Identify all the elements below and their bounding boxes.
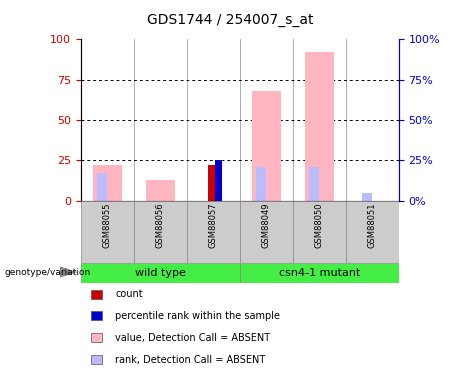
- Bar: [362, 193, 372, 201]
- Bar: [208, 165, 218, 201]
- Text: GSM88056: GSM88056: [156, 202, 165, 248]
- Bar: [309, 167, 319, 201]
- Bar: [240, 201, 293, 262]
- Text: GSM88050: GSM88050: [315, 202, 324, 248]
- Text: rank, Detection Call = ABSENT: rank, Detection Call = ABSENT: [115, 355, 266, 364]
- Bar: [81, 262, 240, 283]
- Bar: [256, 167, 266, 201]
- Bar: [187, 201, 240, 262]
- Bar: [134, 201, 187, 262]
- Bar: [91, 333, 101, 342]
- Bar: [293, 201, 346, 262]
- Text: percentile rank within the sample: percentile rank within the sample: [115, 311, 280, 321]
- Bar: [81, 201, 134, 262]
- Text: GSM88055: GSM88055: [103, 202, 112, 248]
- Bar: [346, 201, 399, 262]
- Polygon shape: [60, 266, 77, 278]
- Text: csn4-1 mutant: csn4-1 mutant: [278, 268, 360, 278]
- Bar: [91, 311, 101, 320]
- Text: value, Detection Call = ABSENT: value, Detection Call = ABSENT: [115, 333, 270, 343]
- Text: genotype/variation: genotype/variation: [5, 268, 91, 277]
- Bar: [97, 173, 106, 201]
- Text: count: count: [115, 290, 143, 299]
- Bar: [93, 165, 122, 201]
- Text: GSM88049: GSM88049: [262, 202, 271, 248]
- Bar: [91, 355, 101, 364]
- Text: GSM88057: GSM88057: [209, 202, 218, 248]
- Text: GDS1744 / 254007_s_at: GDS1744 / 254007_s_at: [147, 13, 314, 27]
- Bar: [146, 180, 175, 201]
- Bar: [91, 290, 101, 298]
- Bar: [252, 91, 281, 201]
- Text: GSM88051: GSM88051: [368, 202, 377, 248]
- Bar: [305, 52, 334, 201]
- Bar: [240, 262, 399, 283]
- Text: wild type: wild type: [135, 268, 186, 278]
- Bar: [215, 160, 222, 201]
